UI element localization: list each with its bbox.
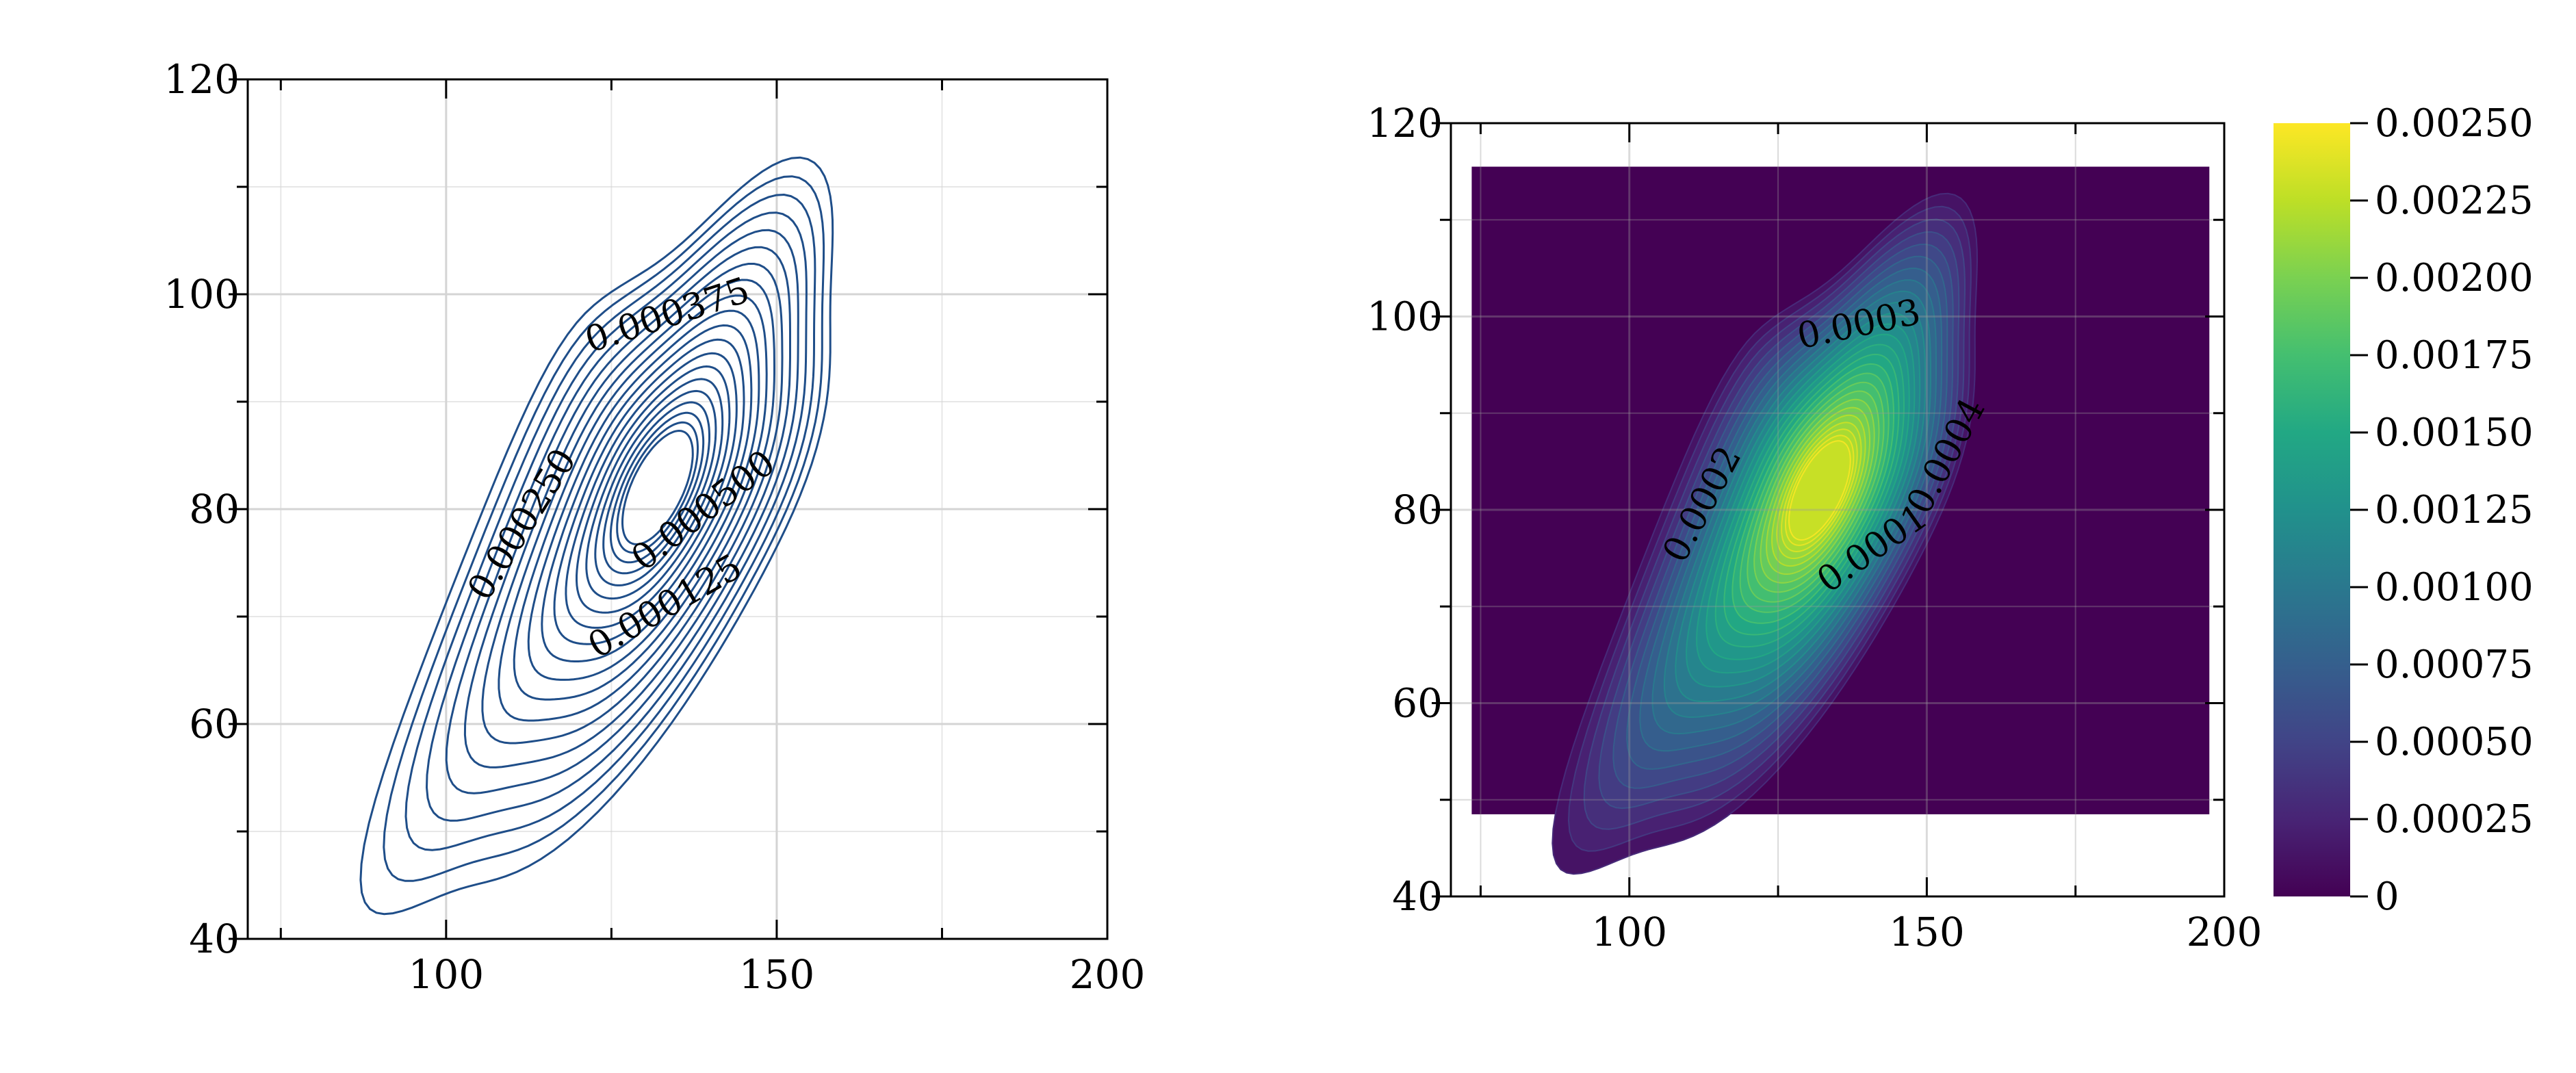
y-tick-label: 80 <box>1392 487 1443 533</box>
colorbar-tick-label: 0.00025 <box>2375 797 2534 842</box>
y-tick-label: 80 <box>189 486 240 532</box>
contour-line <box>553 338 745 645</box>
contour-line <box>602 401 710 575</box>
colorbar-tick-label: 0.00075 <box>2375 643 2534 687</box>
left-grid <box>248 79 1107 939</box>
x-tick-label: 100 <box>408 951 484 998</box>
colorbar: 0 0.00025 0.00050 0.00075 0.00100 0.00125 0.00… <box>2274 101 2534 919</box>
contour-line <box>445 229 799 794</box>
x-tick-label: 150 <box>1889 909 1965 955</box>
contour-line <box>565 352 738 629</box>
x-tick-label: 150 <box>739 951 815 998</box>
colorbar-tick-label: 0 <box>2375 875 2399 919</box>
contour-line <box>359 156 834 916</box>
y-tick-label: 40 <box>1392 873 1443 920</box>
contour-line <box>383 175 825 882</box>
colorbar-tick-label: 0.00125 <box>2375 488 2534 532</box>
contour-line <box>621 429 694 545</box>
y-tick-label: 120 <box>164 56 240 103</box>
right-ticks: 100 150 200 40 60 80 100 120 <box>1367 100 2262 955</box>
contour-label: 0.000375 <box>580 270 755 361</box>
y-tick-label: 60 <box>1392 680 1443 727</box>
left-contours <box>359 156 834 916</box>
colorbar-gradient <box>2274 123 2350 896</box>
contour-line <box>594 389 717 586</box>
colorbar-tick-label: 0.00050 <box>2375 720 2534 764</box>
y-tick-label: 40 <box>189 916 240 962</box>
contour-line <box>481 263 784 745</box>
y-tick-label: 100 <box>164 271 240 318</box>
colorbar-tick-label: 0.00100 <box>2375 565 2534 610</box>
contour-line <box>576 365 731 614</box>
y-tick-label: 120 <box>1367 100 1443 146</box>
filled-contour-band <box>1788 440 1851 541</box>
y-tick-label: 60 <box>189 701 240 747</box>
x-tick-label: 200 <box>2187 909 2263 955</box>
colorbar-tick-label: 0.00150 <box>2375 411 2534 455</box>
contour-line <box>425 211 808 822</box>
colorbar-tick-label: 0.00250 <box>2375 101 2534 146</box>
contour-line <box>609 411 705 564</box>
contour-line <box>498 279 775 722</box>
right-contours <box>1551 192 1979 875</box>
colorbar-tick-label: 0.00225 <box>2375 179 2534 223</box>
contour-line <box>527 309 760 681</box>
colorbar-tick-label: 0.00175 <box>2375 333 2534 378</box>
x-tick-label: 100 <box>1591 909 1667 955</box>
contour-line <box>513 294 768 701</box>
left-ticks: 100 150 200 40 60 80 100 120 <box>164 56 1145 998</box>
colorbar-ticks: 0 0.00025 0.00050 0.00075 0.00100 0.00125 0.00… <box>2350 101 2534 919</box>
contour-line <box>541 324 753 662</box>
contour-line <box>616 421 699 554</box>
contour-line <box>585 378 724 600</box>
x-tick-label: 200 <box>1070 951 1146 998</box>
contour-line <box>463 246 791 768</box>
colorbar-tick-label: 0.00200 <box>2375 256 2534 300</box>
right-grid <box>1451 123 2224 896</box>
contour-line <box>404 193 816 851</box>
y-tick-label: 100 <box>1367 294 1443 340</box>
